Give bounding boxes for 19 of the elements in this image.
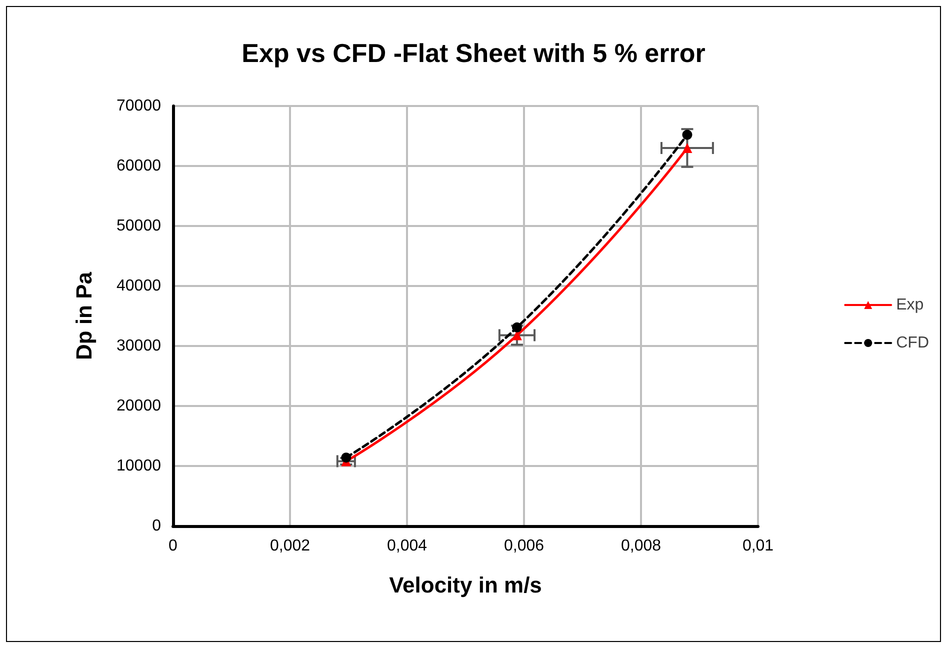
y-tick-label: 0 — [152, 518, 162, 534]
y-tick-label: 40000 — [116, 278, 162, 294]
y-tick-label: 70000 — [116, 98, 162, 114]
x-tick-label: 0,002 — [270, 538, 310, 554]
x-axis-title: Velocity in m/s — [389, 572, 542, 598]
legend-label: CFD — [896, 334, 930, 352]
x-tick-label: 0 — [168, 538, 178, 554]
legend-label: Exp — [896, 296, 924, 314]
y-tick-label: 20000 — [116, 398, 162, 414]
y-tick-label: 10000 — [116, 458, 162, 474]
x-tick-label: 0,008 — [620, 538, 662, 554]
chart-title: Exp vs CFD -Flat Sheet with 5 % error — [242, 38, 706, 68]
y-tick-label: 30000 — [116, 338, 162, 354]
x-tick-label: 0,004 — [386, 538, 428, 554]
x-tick-label: 0,01 — [742, 538, 774, 554]
y-axis-title: Dp in Pa — [72, 271, 96, 360]
y-tick-label: 50000 — [116, 218, 162, 234]
x-tick-label: 0,006 — [504, 538, 544, 554]
y-tick-label: 60000 — [116, 158, 162, 174]
